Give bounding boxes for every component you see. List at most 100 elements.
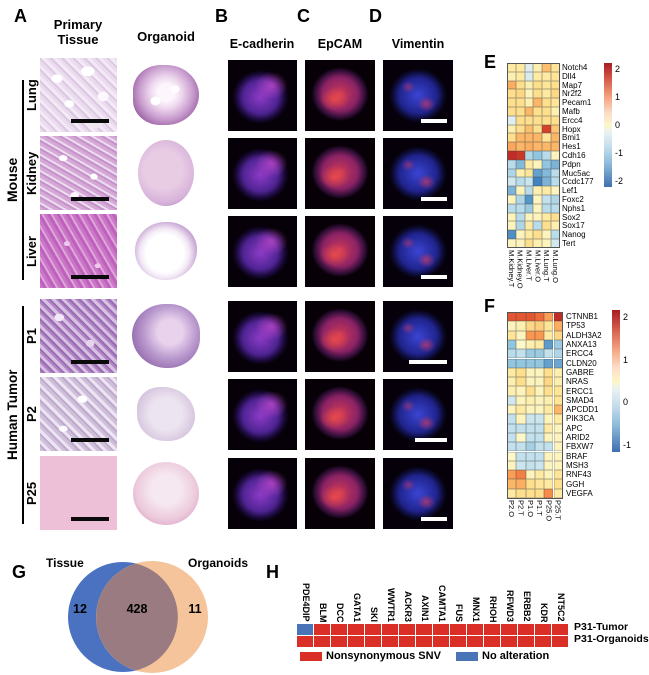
- heatmap-cell: [524, 71, 534, 81]
- heatmap-cell: [507, 414, 517, 424]
- heatmap-gene-label: Nphs1: [562, 203, 586, 213]
- heatmap-cell: [551, 230, 560, 239]
- mutation-cell-snv: [433, 636, 449, 647]
- scale-bar: [71, 119, 109, 123]
- mutation-gene-label: FUS: [454, 604, 464, 622]
- heatmap-cell: [534, 479, 545, 489]
- heatmap-cell: [507, 203, 516, 213]
- heatmap-gene-label: Nanog: [562, 230, 586, 240]
- heatmap-cell: [553, 377, 563, 387]
- heatmap-cell: [542, 133, 551, 143]
- heatmap-cell: [516, 451, 526, 461]
- mutation-cell-snv: [501, 636, 517, 647]
- heatmap-cell: [542, 177, 551, 187]
- heatmap-cell: [507, 230, 516, 239]
- histology-image-lung: [40, 58, 117, 132]
- heatmap-cell: [553, 479, 563, 489]
- heatmap-cell: [553, 460, 563, 471]
- heatmap-gene-label: BRAF: [566, 451, 588, 461]
- heatmap-gene-label: CLDN20: [566, 358, 597, 368]
- heatmap-cell: [507, 460, 517, 471]
- legend-label-snv: Nonsynonymous SNV: [326, 650, 441, 662]
- heatmap-column-label: M.Liver.T: [524, 250, 534, 281]
- heatmap-cell: [515, 71, 525, 81]
- group-label-mouse: Mouse: [4, 157, 20, 203]
- heatmap-gene-label: Pecam1: [562, 98, 592, 108]
- heatmap-cell: [534, 358, 545, 368]
- heatmap-cell: [507, 177, 516, 187]
- heatmap-cell: [516, 330, 526, 340]
- heatmap-cell: [534, 349, 545, 359]
- mutation-cell-snv: [518, 636, 534, 647]
- heatmap-cell: [525, 423, 535, 433]
- heatmap-cell: [542, 63, 551, 72]
- heatmap-cell: [525, 339, 535, 350]
- heatmap-cell: [516, 442, 526, 452]
- colorbar-tick: 0: [623, 397, 629, 408]
- if-image-p25-epcam: [305, 458, 375, 529]
- mutation-gene-label: SKI: [369, 606, 379, 622]
- heatmap-gene-label: ERCC4: [566, 349, 594, 359]
- heatmap-cell: [534, 405, 545, 415]
- mutation-cell-snv: [331, 624, 347, 635]
- heatmap-cell: [544, 321, 554, 331]
- heatmap-cell: [515, 142, 525, 151]
- heatmap-cell: [533, 239, 543, 248]
- scale-bar: [71, 275, 109, 279]
- venn-organoids-only-count: 11: [188, 602, 202, 616]
- heatmap-cell: [542, 168, 551, 178]
- heatmap-cell: [507, 386, 517, 396]
- organoid-image-lung: [124, 58, 208, 132]
- heatmap-column-label: M.Kidney.O: [515, 250, 525, 289]
- heatmap-gene-label: SMAD4: [566, 395, 594, 405]
- heatmap-gene-label: ANXA13: [566, 340, 597, 350]
- heatmap-cell: [507, 488, 517, 498]
- heatmap-cell: [544, 405, 554, 415]
- heatmap-gene-label: Tert: [562, 238, 576, 248]
- if-image-lung-epcam: [305, 60, 375, 131]
- mutation-cell-snv: [433, 624, 449, 635]
- mutation-cell-snv: [450, 624, 466, 635]
- mutation-cell-snv: [331, 636, 347, 647]
- heatmap-cell: [515, 115, 525, 125]
- heatmap-cell: [515, 89, 525, 99]
- organoid-header: Organoid: [137, 29, 195, 44]
- heatmap-cell: [525, 488, 535, 498]
- mutation-cell-snv: [399, 636, 415, 647]
- heatmap-cell: [542, 89, 551, 99]
- heatmap-cell: [507, 98, 516, 107]
- mutation-cell-snv: [535, 624, 551, 635]
- heatmap-colorbar: [612, 310, 620, 452]
- heatmap-cell: [551, 212, 560, 222]
- heatmap-gene-label: Sox2: [562, 212, 581, 222]
- heatmap-cell: [507, 71, 516, 81]
- heatmap-cell: [516, 479, 526, 489]
- heatmap-cell: [524, 142, 534, 151]
- colorbar-tick: -1: [623, 439, 632, 450]
- row-label-p2: P2: [24, 406, 39, 422]
- heatmap-gene-label: PIK3CA: [566, 414, 595, 424]
- heatmap-cell: [507, 80, 516, 90]
- heatmap-cell: [524, 80, 534, 90]
- heatmap-cell: [534, 442, 545, 452]
- mutation-gene-label: GATA1: [352, 592, 362, 622]
- mutation-gene-label: AXIN1: [420, 595, 430, 622]
- heatmap-cell: [525, 470, 535, 480]
- venn-overlap-region: [96, 563, 178, 671]
- heatmap-cell: [551, 115, 560, 125]
- heatmap-cell: [507, 89, 516, 99]
- heatmap-cell: [533, 89, 543, 99]
- mutation-cell-snv: [365, 624, 381, 635]
- heatmap-cell: [525, 414, 535, 424]
- heatmap-cell: [516, 312, 526, 322]
- heatmap-cell: [553, 470, 563, 480]
- heatmap-cell: [553, 367, 563, 378]
- mutation-gene-label: ERBB2: [522, 591, 532, 622]
- heatmap-cell: [542, 195, 551, 204]
- heatmap-cell: [524, 107, 534, 116]
- heatmap-cell: [515, 159, 525, 169]
- heatmap-cell: [507, 186, 516, 195]
- heatmap-cell: [515, 221, 525, 231]
- mutation-gene-label: RHOH: [488, 595, 498, 623]
- heatmap-cell: [544, 432, 554, 443]
